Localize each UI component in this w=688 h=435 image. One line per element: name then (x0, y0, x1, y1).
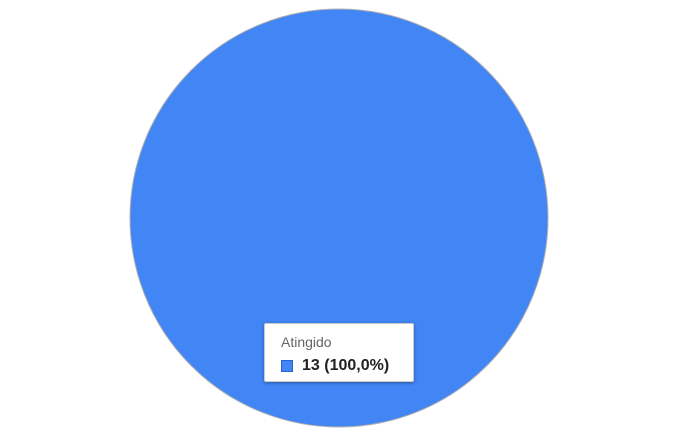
pie-slice-atingido[interactable] (129, 8, 549, 428)
tooltip-value: 13 (100,0%) (302, 357, 390, 374)
tooltip-row: 13 (100,0%) (281, 357, 413, 375)
slice-tooltip: Atingido 13 (100,0%) (264, 323, 414, 382)
series-color-swatch (281, 360, 293, 372)
tooltip-label: Atingido (281, 334, 332, 350)
